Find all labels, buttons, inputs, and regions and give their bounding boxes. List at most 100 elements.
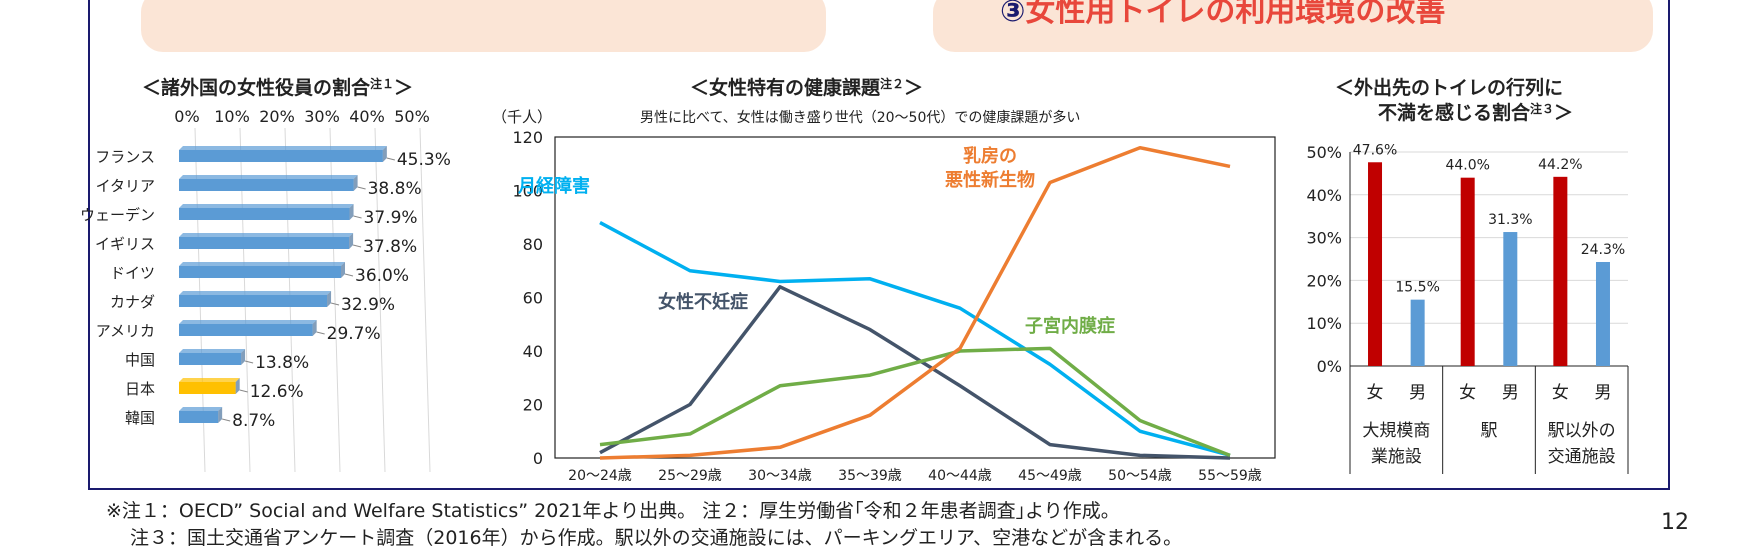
chart3-ytick: 0%	[1317, 357, 1342, 376]
chart3-bar-male	[1595, 261, 1610, 366]
chart2-label-infertility: 女性不妊症	[658, 291, 748, 313]
footnote-2: 注３：国土交通省アンケート調査（2016年）から作成。駅以外の交通施設には、パー…	[130, 527, 1183, 549]
chart1-category-label: 日本	[125, 380, 155, 398]
banner-right-title: ③女性用トイレの利用環境の改善	[1000, 0, 1445, 30]
chart1-bar-face	[179, 237, 350, 249]
chart2-xtick: 45～49歳	[1018, 468, 1082, 484]
chart2-label-breast-2: 悪性新生物	[945, 169, 1035, 191]
chart2-ytick: 120	[512, 128, 543, 147]
chart1-bar	[179, 262, 345, 278]
chart1-gridline	[419, 127, 431, 473]
chart1-label-leader	[357, 186, 366, 190]
chart1-bar-top	[179, 175, 358, 179]
chart3-value-label: 31.3%	[1488, 212, 1532, 228]
chart3-series-label-female: 女	[1552, 383, 1569, 403]
chart1-bar	[179, 291, 332, 307]
chart2-xtick: 20～24歳	[568, 468, 632, 484]
chart2-title-main: ＜女性特有の健康課題	[690, 76, 881, 99]
chart1-label-leader	[353, 215, 362, 219]
chart2-label-breast-1: 乳房の	[963, 145, 1017, 167]
chart1-bar-face	[179, 411, 219, 423]
chart3-group-label: 交通施設	[1548, 447, 1616, 467]
chart1-bar-side	[349, 204, 354, 220]
chart1-xtick: 20%	[259, 107, 295, 126]
chart1-value-label: 38.8%	[368, 179, 422, 199]
chart2-title-note: 注２	[880, 76, 904, 91]
chart2-ytick: 80	[523, 235, 543, 254]
chart1-bar	[179, 320, 317, 336]
chart1-bar-side	[327, 291, 332, 307]
chart1-bar-top	[179, 262, 345, 266]
chart3-bar-male	[1410, 299, 1425, 366]
chart3-title-line2: 不満を感じる割合注３＞	[1378, 101, 1573, 124]
chart1-bar-face	[179, 266, 341, 278]
chart1-bar-side	[349, 233, 354, 249]
chart2-xtick: 40～44歳	[928, 468, 992, 484]
chart1-bar-top	[179, 204, 354, 208]
chart1-bar-side	[235, 378, 240, 394]
chart3-series-label-male: 男	[1409, 383, 1426, 403]
chart-health-issues: ＜女性特有の健康課題注２＞ （千人） 男性に比べて、女性は働き盛り世代（20～50代…	[500, 76, 1276, 484]
banner-number: ③	[1000, 0, 1026, 29]
chart1-title-end: ＞	[394, 77, 413, 99]
chart1-xtick: 40%	[349, 107, 385, 126]
chart1-xtick: 10%	[214, 107, 250, 126]
chart1-bar-side	[241, 349, 246, 365]
chart2-series-line	[599, 285, 1231, 460]
chart2-xtick: 55～59歳	[1198, 468, 1262, 484]
chart1-bar	[179, 175, 358, 191]
chart1-bar-top	[179, 349, 246, 353]
chart1-label-leader	[344, 273, 354, 277]
footnote-1: ※注１：OECD” Social and Welfare Statistics”…	[106, 500, 1120, 522]
chart1-title-main: ＜諸外国の女性役員の割合	[142, 76, 371, 99]
chart1-xtick: 50%	[394, 107, 430, 126]
chart3-series-label-male: 男	[1594, 383, 1611, 403]
chart1-gridline	[374, 127, 386, 473]
chart3-ytick: 10%	[1306, 314, 1342, 333]
chart3-value-label: 44.2%	[1538, 157, 1582, 173]
chart2-series-line	[599, 346, 1231, 457]
chart3-title-main: 不満を感じる割合	[1378, 101, 1531, 124]
chart1-title: ＜諸外国の女性役員の割合注１＞	[142, 76, 413, 99]
chart1-category-label: フランス	[95, 148, 155, 166]
chart1-value-label: 29.7%	[327, 324, 381, 344]
chart3-group-label: 駅以外の	[1548, 421, 1616, 441]
chart1-bar-face	[179, 382, 236, 394]
chart1-value-label: 37.8%	[363, 237, 417, 257]
chart3-group-label: 駅	[1481, 421, 1498, 441]
chart3-value-label: 44.0%	[1445, 158, 1489, 174]
chart1-xtick: 0%	[174, 107, 199, 126]
chart3-bar-female	[1368, 162, 1383, 366]
chart1-bar-side	[382, 146, 387, 162]
page-number: 12	[1661, 510, 1689, 535]
chart1-value-label: 13.8%	[255, 353, 309, 373]
chart1-bar	[179, 204, 354, 220]
chart3-ytick: 50%	[1306, 143, 1342, 162]
chart3-bar-female	[1553, 176, 1568, 366]
slide-frame	[88, 0, 1670, 490]
chart2-ytick: 20	[523, 396, 543, 415]
chart2-title-end: ＞	[904, 77, 923, 99]
chart1-label-leader	[244, 360, 254, 364]
chart1-bar-face	[179, 324, 313, 336]
chart2-ylabel: （千人）	[500, 108, 552, 126]
chart1-bar-face	[179, 295, 328, 307]
chart1-value-label: 36.0%	[355, 266, 409, 286]
chart2-ytick: 60	[523, 289, 543, 308]
chart2-label-endometriosis: 子宮内膜症	[1025, 315, 1115, 337]
chart2-ytick: 40	[523, 342, 543, 361]
chart3-title-end: ＞	[1554, 102, 1573, 124]
chart2-xtick: 25～29歳	[658, 468, 722, 484]
chart2-xtick: 35～39歳	[838, 468, 902, 484]
chart1-bar-face	[179, 150, 383, 162]
chart3-series-label-female: 女	[1459, 383, 1476, 403]
chart2-subtitle: 男性に比べて、女性は働き盛り世代（20～50代）での健康課題が多い	[640, 109, 1080, 126]
chart1-bar	[179, 349, 246, 365]
chart1-xtick: 30%	[304, 107, 340, 126]
chart1-bar-side	[312, 320, 317, 336]
chart1-category-label: スウェーデン	[80, 206, 155, 224]
chart1-category-label: 中国	[125, 351, 155, 369]
chart1-bar-top	[179, 146, 387, 150]
chart1-bar-top	[179, 407, 223, 411]
